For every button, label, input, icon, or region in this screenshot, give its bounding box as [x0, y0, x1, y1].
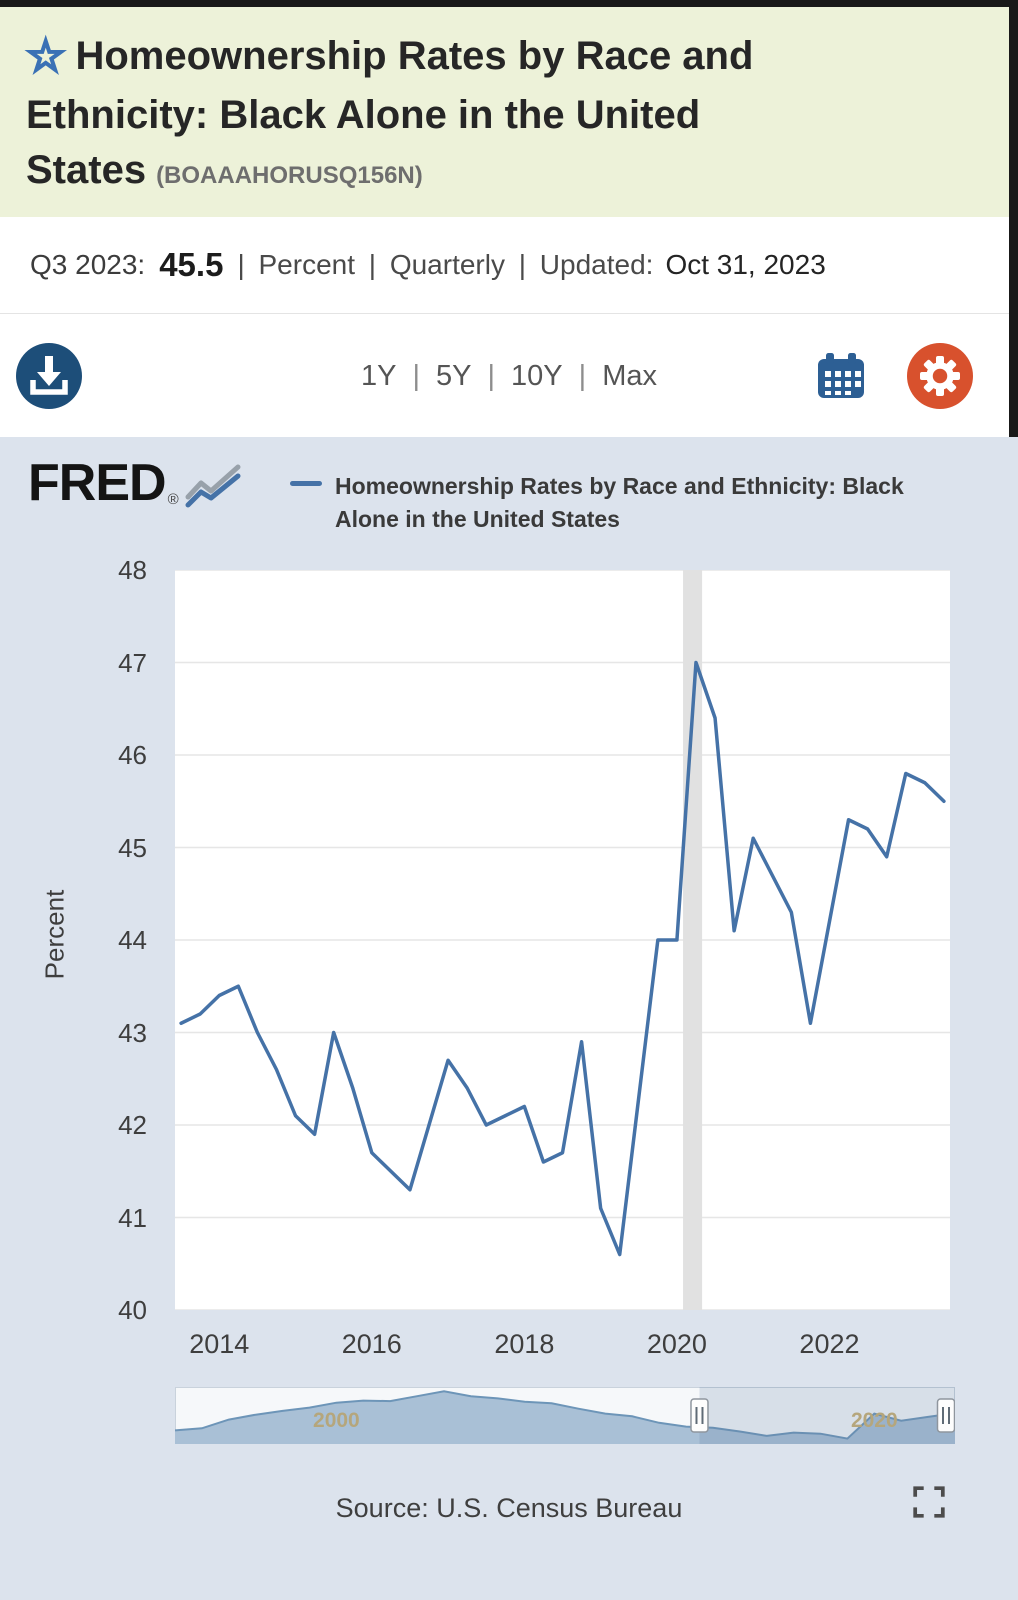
source-attribution: Source: U.S. Census Bureau: [335, 1493, 683, 1523]
svg-text:2020: 2020: [851, 1409, 898, 1432]
fullscreen-icon: [913, 1486, 945, 1518]
y-tick-label: 43: [118, 1017, 147, 1048]
y-tick-label: 47: [118, 647, 147, 678]
series-title-text: Homeownership Rates by Race and Ethnicit…: [26, 34, 754, 192]
x-tick-label: 2016: [341, 1329, 402, 1359]
gear-icon: [907, 343, 973, 409]
range-5y[interactable]: 5Y: [436, 359, 472, 392]
y-tick-label: 46: [118, 740, 147, 770]
series-header: ☆ Homeownership Rates by Race and Ethnici…: [0, 7, 1018, 217]
x-tick-label: 2022: [799, 1329, 860, 1359]
svg-text:2000: 2000: [313, 1409, 360, 1432]
range-10y[interactable]: 10Y: [511, 359, 563, 392]
x-tick-label: 2014: [189, 1329, 250, 1359]
fred-logo-text: FRED: [28, 454, 167, 512]
series-id: (BOAAAHORUSQ156N): [156, 161, 423, 189]
observation-value: 45.5: [159, 246, 224, 283]
favorite-star-icon[interactable]: ☆: [25, 31, 66, 82]
y-tick-label: 42: [118, 1110, 147, 1140]
date-range-button[interactable]: [816, 351, 866, 401]
y-tick-label: 41: [118, 1202, 147, 1233]
fred-logo-registered: ®: [167, 491, 179, 508]
observation-period: Q3 2023:: [30, 249, 146, 280]
download-icon: [16, 343, 82, 409]
range-selector: 1Y | 5Y | 10Y | Max: [0, 314, 1018, 438]
range-slider[interactable]: 2000 2020: [174, 1387, 956, 1444]
x-tick-label: 2018: [494, 1329, 555, 1359]
latest-observation-row: Q3 2023: 45.5 | Percent | Quarterly | Up…: [0, 217, 1018, 313]
range-1y[interactable]: 1Y: [360, 359, 397, 392]
fullscreen-button[interactable]: [912, 1485, 946, 1519]
slider-handle[interactable]: [936, 1398, 956, 1433]
legend-label: Homeownership Rates by Race and Ethnicit…: [335, 473, 904, 533]
y-tick-label: 45: [118, 832, 147, 863]
fred-logo[interactable]: FRED ®: [28, 457, 241, 509]
plot-area[interactable]: [175, 569, 950, 1311]
fred-chart-icon: [185, 464, 241, 508]
chart-area: FRED ® Homeownership Rates by Race and E…: [0, 437, 1018, 1600]
range-separator: |: [412, 359, 421, 392]
page-title: ☆ Homeownership Rates by Race and Ethnici…: [0, 7, 870, 198]
y-tick-label: 44: [118, 925, 147, 955]
range-max[interactable]: Max: [602, 359, 657, 392]
range-slider-svg: 2000 2020: [174, 1387, 956, 1444]
y-tick-label: 40: [118, 1295, 147, 1325]
window-top-edge: [0, 0, 1018, 7]
range-separator: |: [578, 359, 587, 392]
range-separator: |: [487, 359, 496, 392]
y-tick-label: 48: [118, 555, 147, 585]
legend-line-swatch: [290, 481, 322, 486]
window-right-edge: [1009, 0, 1018, 437]
settings-button[interactable]: [907, 343, 973, 409]
y-axis-ticks: 48 47 46 45 44 43 42 41 40: [0, 555, 160, 1325]
x-axis-ticks: 2014 2016 2018 2020 2022: [175, 1329, 950, 1369]
observation-meta: | Percent | Quarterly | Updated:: [237, 249, 654, 280]
x-tick-label: 2020: [646, 1329, 707, 1359]
main-chart-svg: [175, 569, 950, 1311]
slider-handle[interactable]: [690, 1398, 709, 1433]
chart-legend[interactable]: Homeownership Rates by Race and Ethnicit…: [290, 470, 920, 537]
download-button[interactable]: [16, 343, 82, 409]
chart-toolbar: 1Y | 5Y | 10Y | Max: [0, 313, 1018, 437]
observation-updated-date: Oct 31, 2023: [665, 249, 826, 280]
calendar-icon: [818, 353, 864, 398]
